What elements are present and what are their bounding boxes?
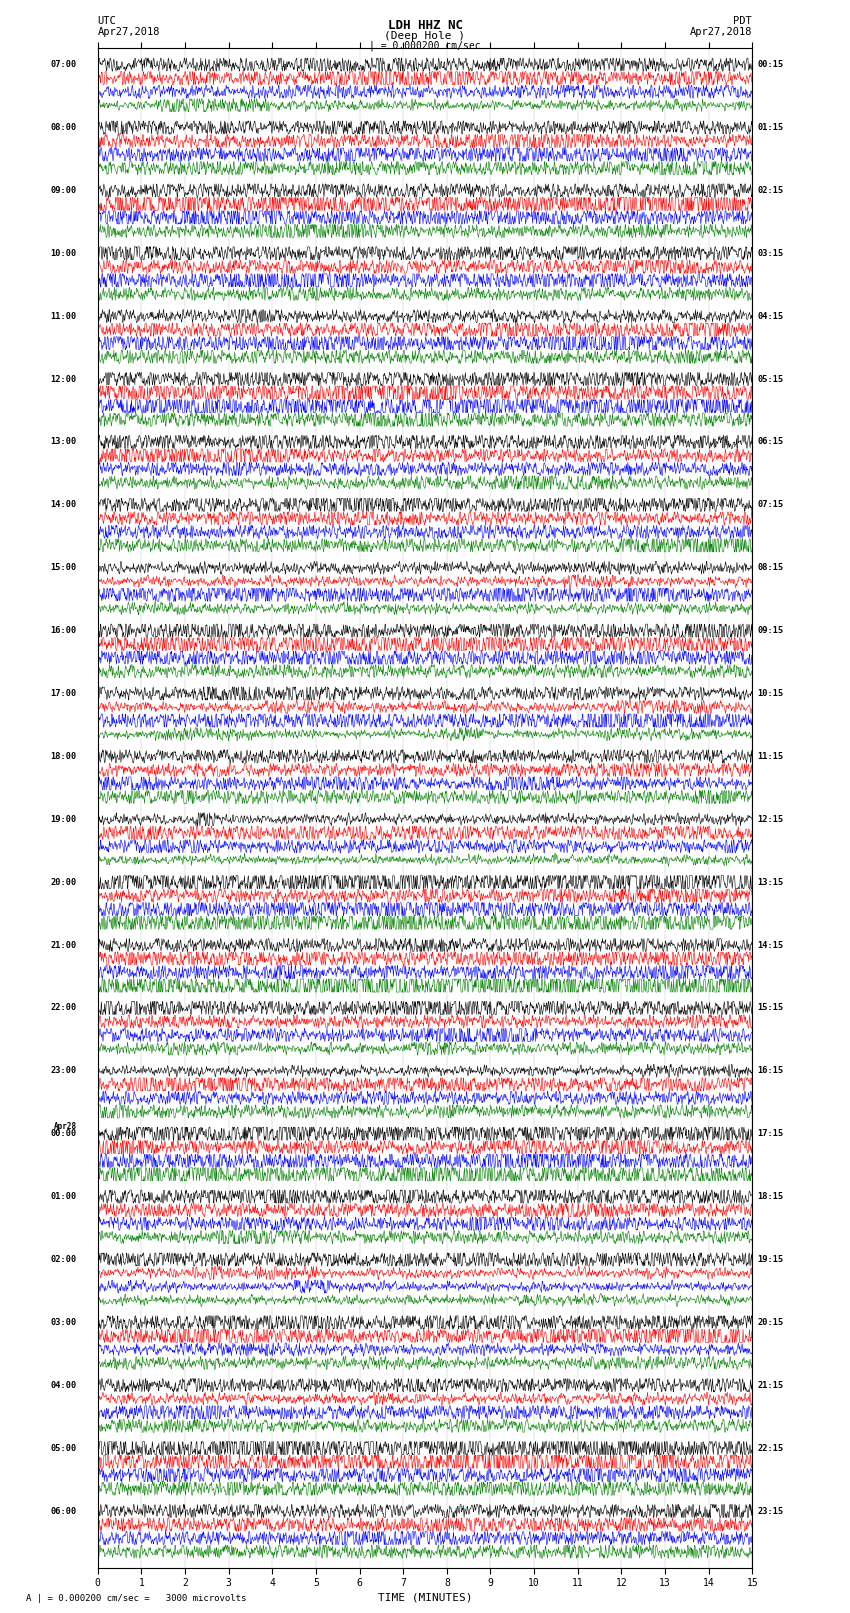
Text: 02:00: 02:00 xyxy=(50,1255,76,1265)
Text: 04:15: 04:15 xyxy=(757,311,784,321)
Text: 22:00: 22:00 xyxy=(50,1003,76,1013)
Text: 17:15: 17:15 xyxy=(757,1129,784,1139)
Text: 21:15: 21:15 xyxy=(757,1381,784,1390)
Text: 12:00: 12:00 xyxy=(50,374,76,384)
Text: 15:15: 15:15 xyxy=(757,1003,784,1013)
Text: 20:00: 20:00 xyxy=(50,877,76,887)
Text: A | = 0.000200 cm/sec =   3000 microvolts: A | = 0.000200 cm/sec = 3000 microvolts xyxy=(26,1594,246,1603)
Text: 23:15: 23:15 xyxy=(757,1507,784,1516)
Text: 22:15: 22:15 xyxy=(757,1444,784,1453)
Text: 05:00: 05:00 xyxy=(50,1444,76,1453)
Text: 10:00: 10:00 xyxy=(50,248,76,258)
Text: 15:00: 15:00 xyxy=(50,563,76,573)
Text: 17:00: 17:00 xyxy=(50,689,76,698)
Text: PDT: PDT xyxy=(734,16,752,26)
Text: 01:00: 01:00 xyxy=(50,1192,76,1202)
X-axis label: TIME (MINUTES): TIME (MINUTES) xyxy=(377,1592,473,1602)
Text: 06:15: 06:15 xyxy=(757,437,784,447)
Text: Apr27,2018: Apr27,2018 xyxy=(689,27,752,37)
Text: 12:15: 12:15 xyxy=(757,815,784,824)
Text: 03:15: 03:15 xyxy=(757,248,784,258)
Text: 03:00: 03:00 xyxy=(50,1318,76,1327)
Text: 09:00: 09:00 xyxy=(50,185,76,195)
Text: 18:00: 18:00 xyxy=(50,752,76,761)
Text: 20:15: 20:15 xyxy=(757,1318,784,1327)
Text: 16:00: 16:00 xyxy=(50,626,76,636)
Text: 00:15: 00:15 xyxy=(757,60,784,69)
Text: 18:15: 18:15 xyxy=(757,1192,784,1202)
Text: 01:15: 01:15 xyxy=(757,123,784,132)
Text: UTC: UTC xyxy=(98,16,116,26)
Text: LDH HHZ NC: LDH HHZ NC xyxy=(388,19,462,32)
Text: 09:15: 09:15 xyxy=(757,626,784,636)
Text: 10:15: 10:15 xyxy=(757,689,784,698)
Text: 06:00: 06:00 xyxy=(50,1507,76,1516)
Text: (Deep Hole ): (Deep Hole ) xyxy=(384,31,466,40)
Text: 07:15: 07:15 xyxy=(757,500,784,510)
Text: 21:00: 21:00 xyxy=(50,940,76,950)
Text: 00:00: 00:00 xyxy=(50,1129,76,1139)
Text: 11:15: 11:15 xyxy=(757,752,784,761)
Text: 14:00: 14:00 xyxy=(50,500,76,510)
Text: 05:15: 05:15 xyxy=(757,374,784,384)
Text: 19:00: 19:00 xyxy=(50,815,76,824)
Text: 08:15: 08:15 xyxy=(757,563,784,573)
Text: 08:00: 08:00 xyxy=(50,123,76,132)
Text: 11:00: 11:00 xyxy=(50,311,76,321)
Text: 13:15: 13:15 xyxy=(757,877,784,887)
Text: 04:00: 04:00 xyxy=(50,1381,76,1390)
Text: 07:00: 07:00 xyxy=(50,60,76,69)
Text: | = 0.000200 cm/sec: | = 0.000200 cm/sec xyxy=(369,40,481,52)
Text: 13:00: 13:00 xyxy=(50,437,76,447)
Text: 19:15: 19:15 xyxy=(757,1255,784,1265)
Text: 02:15: 02:15 xyxy=(757,185,784,195)
Text: 14:15: 14:15 xyxy=(757,940,784,950)
Text: Apr28: Apr28 xyxy=(54,1121,76,1131)
Text: 16:15: 16:15 xyxy=(757,1066,784,1076)
Text: Apr27,2018: Apr27,2018 xyxy=(98,27,161,37)
Text: 23:00: 23:00 xyxy=(50,1066,76,1076)
